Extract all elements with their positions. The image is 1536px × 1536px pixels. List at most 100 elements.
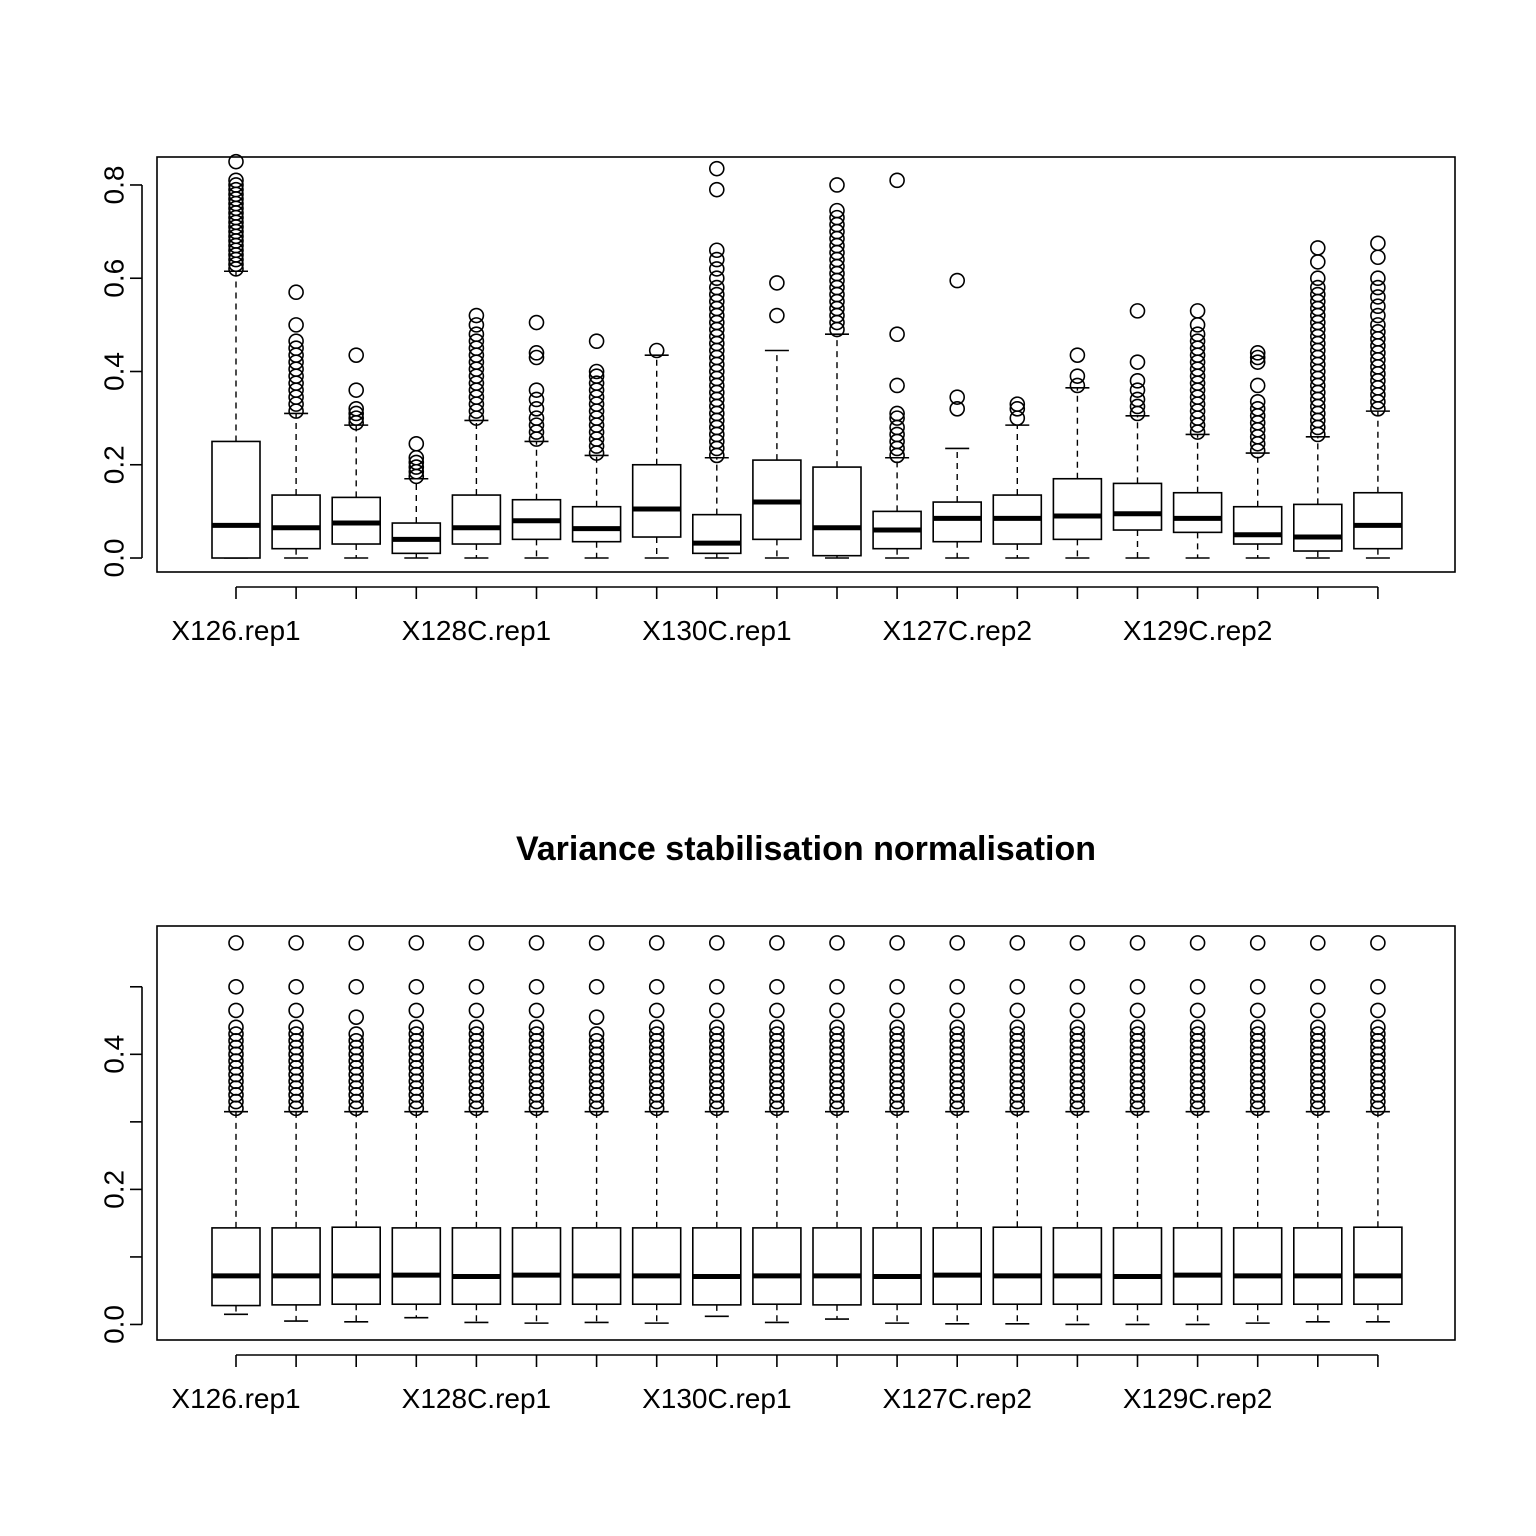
box-6 xyxy=(511,935,562,1324)
outlier-point xyxy=(1129,391,1146,408)
box-iqr xyxy=(1232,505,1283,545)
outlier-point xyxy=(769,307,785,324)
outlier-point xyxy=(949,1019,966,1036)
outlier-point xyxy=(949,400,966,417)
outlier-point xyxy=(708,160,725,177)
outlier-point xyxy=(829,202,845,219)
x-tick-label: X129C.rep2 xyxy=(1123,1383,1272,1414)
box-iqr xyxy=(992,1226,1043,1306)
box-iqr xyxy=(932,501,983,543)
outlier-point xyxy=(1249,349,1266,366)
outlier-point xyxy=(648,342,665,359)
outlier-point xyxy=(769,1026,785,1042)
box-8 xyxy=(631,342,682,559)
box-iqr xyxy=(1172,1227,1223,1306)
outlier-point xyxy=(288,1002,304,1019)
box-iqr xyxy=(1172,491,1223,534)
outlier-point xyxy=(1129,1002,1146,1019)
box-iqr xyxy=(631,1227,682,1306)
box-19 xyxy=(1293,935,1343,1323)
outlier-point xyxy=(1129,1026,1146,1042)
box-iqr xyxy=(1112,1227,1163,1306)
outlier-point xyxy=(1189,333,1206,349)
outlier-point xyxy=(1249,1002,1266,1019)
outlier-point xyxy=(528,935,545,951)
outlier-point xyxy=(468,317,485,333)
outlier-point xyxy=(1189,935,1206,951)
outlier-point xyxy=(228,181,244,198)
outlier-point xyxy=(408,1002,425,1019)
outlier-point xyxy=(288,1019,304,1036)
outlier-point xyxy=(648,1019,665,1036)
outlier-point xyxy=(348,400,365,417)
outlier-point xyxy=(588,1026,605,1042)
outlier-point xyxy=(1129,373,1146,389)
outlier-point xyxy=(1310,270,1326,287)
box-iqr xyxy=(1353,491,1403,550)
outlier-point xyxy=(1069,368,1086,384)
outlier-point xyxy=(588,935,605,951)
outlier-point xyxy=(648,978,665,995)
outlier-point xyxy=(769,935,785,951)
outlier-point xyxy=(528,978,545,995)
outlier-point xyxy=(1129,978,1146,995)
outlier-point xyxy=(889,426,905,443)
outlier-point xyxy=(949,935,966,951)
outlier-point xyxy=(228,153,244,170)
box-iqr xyxy=(331,1226,382,1306)
box-iqr xyxy=(1052,477,1103,541)
box-8 xyxy=(631,935,682,1324)
outlier-point xyxy=(468,1019,485,1036)
outlier-point xyxy=(708,242,725,259)
outlier-point xyxy=(1249,394,1266,410)
outlier-point xyxy=(1069,1002,1086,1019)
x-tick-label: X127C.rep2 xyxy=(882,1383,1031,1414)
outlier-point xyxy=(528,345,545,361)
outlier-point xyxy=(889,377,905,394)
outlier-point xyxy=(1310,935,1326,951)
y-tick-label: 0.0 xyxy=(98,1305,129,1344)
box-iqr xyxy=(451,1227,502,1306)
outlier-point xyxy=(1069,978,1086,995)
outlier-point xyxy=(528,410,545,426)
outlier-point xyxy=(949,1002,966,1019)
outlier-point xyxy=(708,935,725,951)
outlier-point xyxy=(468,333,485,349)
x-tick-label: X128C.rep1 xyxy=(402,1383,551,1414)
box-iqr xyxy=(1232,1227,1283,1306)
outlier-point xyxy=(889,326,905,342)
outlier-point xyxy=(528,349,545,366)
outlier-point xyxy=(288,333,304,349)
outlier-point xyxy=(1189,326,1206,342)
outlier-point xyxy=(1189,1002,1206,1019)
outlier-point xyxy=(648,1002,665,1019)
box-13 xyxy=(932,935,983,1325)
outlier-point xyxy=(588,1009,605,1025)
box-iqr xyxy=(1293,1227,1343,1306)
outlier-point xyxy=(1370,289,1386,305)
outlier-point xyxy=(708,1026,725,1042)
outlier-point xyxy=(468,326,485,342)
outlier-point xyxy=(829,177,845,193)
box-iqr xyxy=(812,466,862,557)
outlier-point xyxy=(708,181,725,198)
box-iqr xyxy=(812,1227,862,1306)
outlier-point xyxy=(1069,347,1086,363)
box-6 xyxy=(511,314,562,559)
outlier-point xyxy=(588,375,605,391)
box-iqr xyxy=(211,1227,261,1307)
outlier-point xyxy=(228,978,244,995)
outlier-point xyxy=(288,284,304,301)
box-17 xyxy=(1172,935,1223,1326)
x-tick-label: X127C.rep2 xyxy=(882,615,1031,646)
outlier-point xyxy=(889,978,905,995)
box-11 xyxy=(812,177,862,559)
outlier-point xyxy=(348,935,365,951)
outlier-point xyxy=(708,1002,725,1019)
y-tick-label: 0.2 xyxy=(98,445,129,484)
x-tick-label: X128C.rep1 xyxy=(402,615,551,646)
outlier-point xyxy=(708,1019,725,1036)
box-18 xyxy=(1232,345,1283,559)
outlier-point xyxy=(769,275,785,291)
